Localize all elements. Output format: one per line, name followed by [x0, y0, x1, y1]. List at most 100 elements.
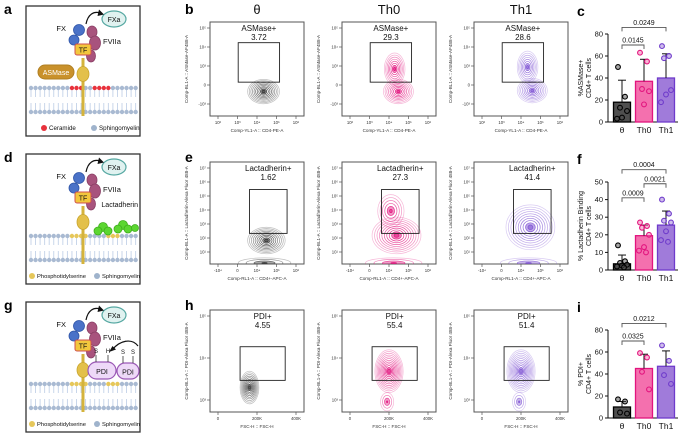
panel-letter-b: b [185, 1, 194, 17]
svg-text:10⁴: 10⁴ [254, 268, 261, 273]
svg-text:30: 30 [595, 213, 603, 222]
x-axis-label: FSC-H :: FSC-H [504, 424, 537, 429]
contour-population [237, 226, 292, 264]
data-point [619, 114, 625, 121]
data-point [668, 87, 674, 94]
data-point [624, 410, 630, 417]
ss-label: S [131, 350, 135, 356]
x-axis-label: FSC-H :: FSC-H [372, 424, 405, 429]
gate-rectangle [501, 42, 545, 83]
flow-column-title: θ [253, 2, 260, 17]
gate-label: ASMase+ [505, 24, 540, 33]
y-axis-label: Comp-BL1-A :: PDI-Alexa Fluor 488-A [448, 321, 453, 399]
panel-letter-e: e [185, 149, 193, 165]
fx-label: FX [56, 320, 66, 329]
p-value-label: 0.0325 [622, 334, 644, 341]
pdi-label: PDI [96, 369, 108, 376]
panel-letter-f: f [577, 151, 582, 167]
gate-percentage: 27.3 [392, 173, 408, 182]
y-axis-label: Comp-BL1-A :: PDI-Alexa Fluor 488-A [184, 321, 189, 399]
legend-label: Sphingomyelin [102, 274, 140, 280]
data-point [644, 223, 650, 229]
contour-population [506, 349, 536, 412]
svg-text:10⁶: 10⁶ [293, 120, 300, 125]
gate-label: Lactadherin+ [245, 164, 292, 173]
svg-text:10⁷: 10⁷ [464, 166, 471, 171]
data-point [643, 249, 649, 256]
svg-text:10⁴: 10⁴ [386, 268, 393, 273]
data-point [646, 386, 652, 393]
svg-text:10²: 10² [332, 236, 339, 241]
x-axis-label: Comp-YL1-A :: CD4-PE-A [363, 128, 417, 133]
svg-text:10⁶: 10⁶ [463, 180, 470, 185]
svg-text:10⁴: 10⁴ [518, 268, 525, 273]
figure-row-2: d TF FX FVIIa FXa Lactadherin Phosphotidylser… [0, 148, 685, 296]
svg-text:10¹: 10¹ [200, 250, 207, 255]
contour-population [516, 50, 548, 104]
svg-text:10⁵: 10⁵ [199, 194, 206, 199]
svg-text:0: 0 [236, 268, 239, 273]
data-point [617, 409, 623, 416]
flow-plot-theta: θ ASMase+3.72 10⁵ 10⁴ 10³ 0 -10³ 10² 10³ 10⁴ 10⁵ 10… [184, 2, 305, 133]
svg-text:-10⁴: -10⁴ [214, 268, 222, 273]
data-point [641, 101, 647, 108]
svg-text:20: 20 [595, 230, 603, 239]
legend-label: Ceramide [49, 125, 76, 132]
data-point [622, 398, 628, 405]
gate-rectangle [381, 189, 420, 234]
svg-text:0: 0 [468, 83, 471, 88]
svg-text:40: 40 [595, 74, 603, 83]
svg-text:0: 0 [217, 416, 220, 421]
data-point [666, 53, 672, 59]
svg-text:0: 0 [204, 83, 207, 88]
data-point [658, 99, 664, 106]
svg-text:10⁵: 10⁵ [199, 26, 206, 31]
bar-cell-i: i 0 20 40 60 80 θ Th0 Th1 0.0325 0.0212 % PDI+ CD4+… [576, 296, 685, 444]
svg-text:10⁵: 10⁵ [537, 268, 544, 273]
svg-text:10⁴: 10⁴ [463, 45, 470, 50]
lactadherin-label: Lactadherin [101, 202, 138, 209]
bar-chart-pdi: 0 20 40 60 80 θ Th0 Th1 0.0325 0.0212 % PDI+ CD4+ T… [578, 316, 678, 431]
data-point [665, 238, 671, 245]
flow-plot-th0: Th0 ASMase+29.3 10⁵ 10⁴ 10³ 0 -10³ 10² 10³ 10⁴ 10⁵… [316, 2, 437, 133]
svg-text:200K: 200K [252, 416, 262, 421]
ss-label: S [121, 350, 125, 356]
svg-text:60: 60 [595, 52, 603, 61]
gate-percentage: 28.6 [515, 33, 531, 42]
data-point [661, 217, 667, 224]
data-point [663, 91, 669, 98]
p-value-label: 0.0009 [622, 190, 644, 197]
data-point [617, 104, 623, 111]
data-point [636, 247, 642, 254]
svg-text:10³: 10³ [464, 222, 471, 227]
cartoon-asmase-diagram: TF FX FVIIa FXa ASMase Ceramide Sphingomyelin [25, 5, 141, 137]
svg-text:10³: 10³ [200, 222, 207, 227]
y-axis-label: % Lactadherin Binding [578, 191, 585, 261]
gate-rectangle [237, 42, 281, 83]
gate-label: ASMase+ [373, 24, 408, 33]
gate-percentage: 4.55 [255, 321, 271, 330]
gate-percentage: 51.4 [519, 321, 535, 330]
figure-row-3: g TF FX FVIIa FXa PDI S H PDI S S Phosphotidylseri… [0, 296, 685, 444]
svg-text:-10³: -10³ [462, 102, 470, 107]
fviia-label: FVIIa [103, 333, 122, 342]
gate-label: PDI+ [518, 312, 536, 321]
svg-text:20: 20 [595, 96, 603, 105]
category-label: Th0 [637, 125, 652, 135]
svg-text:60: 60 [595, 348, 603, 357]
svg-text:10⁴: 10⁴ [463, 356, 470, 361]
svg-text:10⁶: 10⁶ [293, 268, 300, 273]
p-value-label: 0.0004 [633, 162, 655, 169]
bar-chart-asmase: 0 20 40 60 80 θ Th0 Th1 0.0145 0.0249 %ASMase+ CD4+… [578, 20, 678, 135]
svg-text:10²: 10² [215, 120, 222, 125]
panel-letter-c: c [577, 3, 585, 19]
svg-text:10³: 10³ [498, 120, 505, 125]
flow-plot-th0: Lactadherin+27.3 10⁷ 10⁶ 10⁵ 10⁴ 10³ 10² 10¹ -10… [316, 161, 437, 281]
svg-text:400K: 400K [555, 416, 565, 421]
data-point [659, 342, 665, 349]
y-axis-label: Comp-BL1-A :: ASMase-AF488-A [316, 34, 321, 103]
data-point [658, 237, 664, 244]
svg-text:200K: 200K [384, 416, 394, 421]
